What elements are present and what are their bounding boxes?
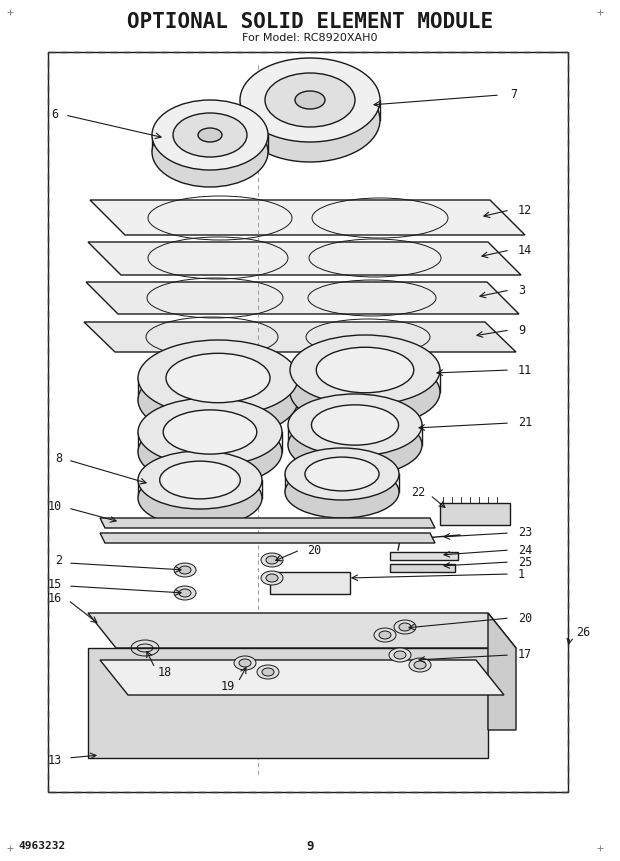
Text: 10: 10 bbox=[48, 499, 62, 512]
Ellipse shape bbox=[261, 571, 283, 585]
Polygon shape bbox=[88, 242, 521, 275]
Ellipse shape bbox=[173, 113, 247, 157]
Text: 20: 20 bbox=[518, 611, 532, 624]
Ellipse shape bbox=[240, 58, 380, 142]
Ellipse shape bbox=[234, 656, 256, 670]
Text: 9: 9 bbox=[306, 839, 314, 852]
Polygon shape bbox=[90, 200, 525, 235]
Ellipse shape bbox=[285, 466, 399, 518]
Ellipse shape bbox=[394, 651, 406, 659]
Text: 24: 24 bbox=[518, 543, 532, 556]
Ellipse shape bbox=[152, 100, 268, 170]
Ellipse shape bbox=[179, 566, 191, 574]
Ellipse shape bbox=[160, 461, 241, 499]
Bar bbox=[390, 552, 458, 560]
Text: 14: 14 bbox=[518, 244, 532, 257]
Ellipse shape bbox=[389, 648, 411, 662]
Text: 22: 22 bbox=[410, 486, 425, 499]
Ellipse shape bbox=[394, 620, 416, 634]
Polygon shape bbox=[100, 533, 435, 543]
Ellipse shape bbox=[138, 469, 262, 527]
Text: 2: 2 bbox=[55, 554, 62, 567]
Ellipse shape bbox=[266, 556, 278, 564]
Ellipse shape bbox=[257, 665, 279, 679]
Ellipse shape bbox=[311, 405, 399, 445]
Ellipse shape bbox=[152, 117, 268, 187]
Polygon shape bbox=[88, 648, 488, 758]
Ellipse shape bbox=[138, 398, 282, 466]
Text: 17: 17 bbox=[518, 648, 532, 661]
Text: 13: 13 bbox=[48, 753, 62, 766]
Ellipse shape bbox=[179, 589, 191, 597]
Text: 9: 9 bbox=[518, 324, 525, 337]
Ellipse shape bbox=[138, 418, 282, 486]
Text: 20: 20 bbox=[307, 543, 321, 556]
Text: OPTIONAL SOLID ELEMENT MODULE: OPTIONAL SOLID ELEMENT MODULE bbox=[127, 12, 493, 32]
Text: 3: 3 bbox=[518, 283, 525, 296]
Ellipse shape bbox=[379, 631, 391, 639]
Ellipse shape bbox=[290, 335, 440, 405]
Text: 18: 18 bbox=[158, 666, 172, 678]
Polygon shape bbox=[88, 613, 516, 648]
Ellipse shape bbox=[266, 574, 278, 582]
Text: 4963232: 4963232 bbox=[18, 841, 65, 851]
Polygon shape bbox=[86, 282, 519, 314]
Bar bbox=[440, 503, 510, 525]
Ellipse shape bbox=[261, 553, 283, 567]
Text: 7: 7 bbox=[510, 89, 517, 102]
Ellipse shape bbox=[138, 340, 298, 416]
Text: For Model: RC8920XAH0: For Model: RC8920XAH0 bbox=[242, 33, 378, 43]
Text: 26: 26 bbox=[576, 627, 590, 640]
Ellipse shape bbox=[240, 78, 380, 162]
Text: 23: 23 bbox=[518, 526, 532, 540]
Text: 25: 25 bbox=[518, 555, 532, 568]
Ellipse shape bbox=[288, 414, 422, 476]
Ellipse shape bbox=[414, 661, 426, 669]
Bar bbox=[270, 572, 350, 594]
Ellipse shape bbox=[316, 347, 414, 393]
Ellipse shape bbox=[174, 563, 196, 577]
Polygon shape bbox=[488, 613, 516, 730]
Polygon shape bbox=[100, 518, 435, 528]
Text: 11: 11 bbox=[518, 363, 532, 376]
Ellipse shape bbox=[374, 628, 396, 642]
Ellipse shape bbox=[138, 362, 298, 438]
Text: 16: 16 bbox=[48, 592, 62, 604]
Text: 15: 15 bbox=[48, 578, 62, 591]
Ellipse shape bbox=[262, 668, 274, 676]
Ellipse shape bbox=[239, 659, 251, 667]
Ellipse shape bbox=[174, 586, 196, 600]
Ellipse shape bbox=[295, 91, 325, 109]
Ellipse shape bbox=[290, 357, 440, 427]
Text: 6: 6 bbox=[51, 108, 58, 121]
Bar bbox=[390, 564, 455, 572]
Ellipse shape bbox=[138, 451, 262, 509]
Ellipse shape bbox=[305, 457, 379, 491]
Ellipse shape bbox=[198, 128, 222, 142]
Ellipse shape bbox=[288, 394, 422, 456]
Polygon shape bbox=[100, 660, 504, 695]
Text: 19: 19 bbox=[221, 679, 235, 692]
Text: 1: 1 bbox=[518, 567, 525, 580]
Polygon shape bbox=[84, 322, 516, 352]
Ellipse shape bbox=[409, 658, 431, 672]
Ellipse shape bbox=[166, 353, 270, 403]
Ellipse shape bbox=[163, 410, 257, 454]
Text: 21: 21 bbox=[518, 417, 532, 430]
Text: 12: 12 bbox=[518, 203, 532, 216]
Ellipse shape bbox=[399, 623, 411, 631]
Ellipse shape bbox=[265, 73, 355, 127]
Ellipse shape bbox=[285, 448, 399, 500]
Text: 8: 8 bbox=[55, 451, 62, 464]
